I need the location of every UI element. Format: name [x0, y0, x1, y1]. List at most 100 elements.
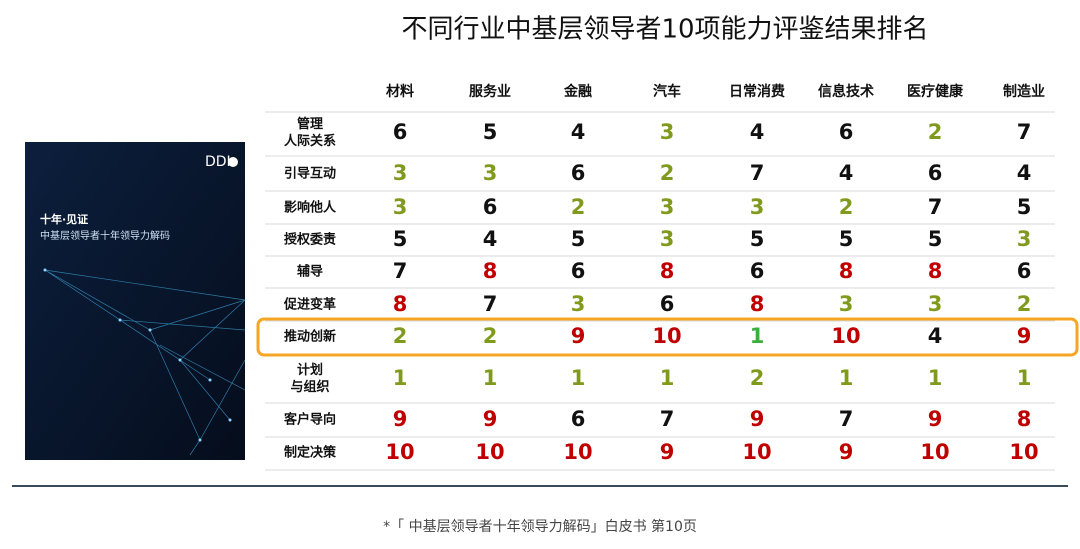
column-header: 金融 — [563, 83, 592, 100]
rank-value: 5 — [1017, 195, 1032, 219]
rank-value: 8 — [483, 259, 498, 283]
footnote: *「 中基层领导者十年领导力解码」白皮书 第10页 — [383, 518, 697, 535]
rank-value: 1 — [393, 366, 408, 390]
rank-value: 1 — [571, 366, 586, 390]
rank-value: 4 — [1017, 161, 1032, 185]
rank-value: 3 — [1017, 227, 1032, 251]
rank-value: 3 — [571, 292, 586, 316]
rank-value: 9 — [750, 407, 765, 431]
rank-value: 3 — [750, 195, 765, 219]
rank-value: 8 — [1017, 407, 1032, 431]
rank-value: 7 — [660, 407, 675, 431]
rank-value: 5 — [571, 227, 586, 251]
rank-value: 3 — [660, 195, 675, 219]
rank-value: 4 — [750, 120, 765, 144]
rank-value: 2 — [1017, 292, 1032, 316]
rank-value: 5 — [839, 227, 854, 251]
rank-value: 3 — [393, 195, 408, 219]
rank-value: 8 — [928, 259, 943, 283]
rank-value: 4 — [839, 161, 854, 185]
rank-value: 7 — [393, 259, 408, 283]
rank-value: 8 — [660, 259, 675, 283]
row-label: 促进变革 — [283, 297, 336, 313]
rank-value: 7 — [750, 161, 765, 185]
rank-value: 7 — [483, 292, 498, 316]
cover-logo — [228, 157, 238, 167]
rank-value: 6 — [571, 161, 586, 185]
row-label: 辅导 — [297, 264, 323, 280]
column-header: 制造业 — [1003, 83, 1045, 100]
rank-value: 1 — [750, 324, 765, 348]
row-label: 制定决策 — [284, 445, 337, 461]
cover-subtitle: 中基层领导者十年领导力解码 — [40, 229, 170, 242]
rank-value: 5 — [483, 120, 498, 144]
cover: DDI 十年·见证 中基层领导者十年领导力解码 — [25, 142, 246, 460]
rank-value: 1 — [483, 366, 498, 390]
cover-title: 十年·见证 — [40, 212, 88, 226]
rank-value: 10 — [385, 440, 414, 464]
cover-brand: DDI — [205, 154, 231, 170]
rank-value: 2 — [928, 120, 943, 144]
rank-value: 10 — [831, 324, 860, 348]
row-label: 管理 — [297, 116, 323, 132]
rank-value: 1 — [928, 366, 943, 390]
rank-value: 5 — [393, 227, 408, 251]
row-label: 授权委责 — [284, 232, 336, 248]
rank-value: 8 — [839, 259, 854, 283]
rank-value: 4 — [571, 120, 586, 144]
rank-value: 4 — [928, 324, 943, 348]
rank-value: 5 — [928, 227, 943, 251]
rank-value: 9 — [928, 407, 943, 431]
highlight-box — [256, 317, 1079, 357]
rank-value: 7 — [1017, 120, 1032, 144]
rank-value: 10 — [652, 324, 681, 348]
rank-value: 6 — [839, 120, 854, 144]
rank-value: 3 — [839, 292, 854, 316]
column-header: 医疗健康 — [907, 83, 964, 100]
rank-value: 6 — [1017, 259, 1032, 283]
rank-value: 6 — [571, 407, 586, 431]
rank-value: 2 — [393, 324, 408, 348]
rank-value: 2 — [839, 195, 854, 219]
rank-value: 9 — [660, 440, 675, 464]
row-label: 引导互动 — [284, 167, 336, 182]
rank-value: 9 — [393, 407, 408, 431]
rank-value: 9 — [1017, 324, 1032, 348]
rank-value: 8 — [393, 292, 408, 316]
rank-value: 2 — [571, 195, 586, 219]
rank-value: 10 — [475, 440, 504, 464]
column-header: 日常消费 — [729, 83, 785, 100]
rank-value: 7 — [928, 195, 943, 219]
rank-value: 6 — [660, 292, 675, 316]
rank-value: 3 — [483, 161, 498, 185]
row-label: 推动创新 — [284, 329, 336, 345]
cover-dots — [43, 268, 232, 442]
row-label: 计划 — [297, 362, 323, 378]
row-label: 人际关系 — [284, 133, 336, 149]
rank-value: 9 — [571, 324, 586, 348]
rank-value: 4 — [483, 227, 498, 251]
rank-value: 1 — [1017, 366, 1032, 390]
rank-value: 3 — [928, 292, 943, 316]
rank-value: 3 — [660, 227, 675, 251]
rank-value: 2 — [660, 161, 675, 185]
rank-value: 2 — [750, 366, 765, 390]
rank-value: 10 — [563, 440, 592, 464]
rank-value: 6 — [750, 259, 765, 283]
rank-value: 6 — [393, 120, 408, 144]
column-header: 信息技术 — [818, 83, 874, 100]
rank-value: 6 — [571, 259, 586, 283]
rank-value: 8 — [750, 292, 765, 316]
rank-value: 5 — [750, 227, 765, 251]
row-label: 影响他人 — [284, 200, 337, 216]
rank-value: 6 — [483, 195, 498, 219]
rank-value: 6 — [928, 161, 943, 185]
rank-value: 10 — [742, 440, 771, 464]
title: 不同行业中基层领导者10项能力评鉴结果排名 — [401, 15, 928, 45]
row-label: 客户导向 — [284, 412, 336, 428]
cover-bg — [25, 142, 245, 460]
column-header: 汽车 — [653, 83, 681, 100]
rank-value: 2 — [483, 324, 498, 348]
